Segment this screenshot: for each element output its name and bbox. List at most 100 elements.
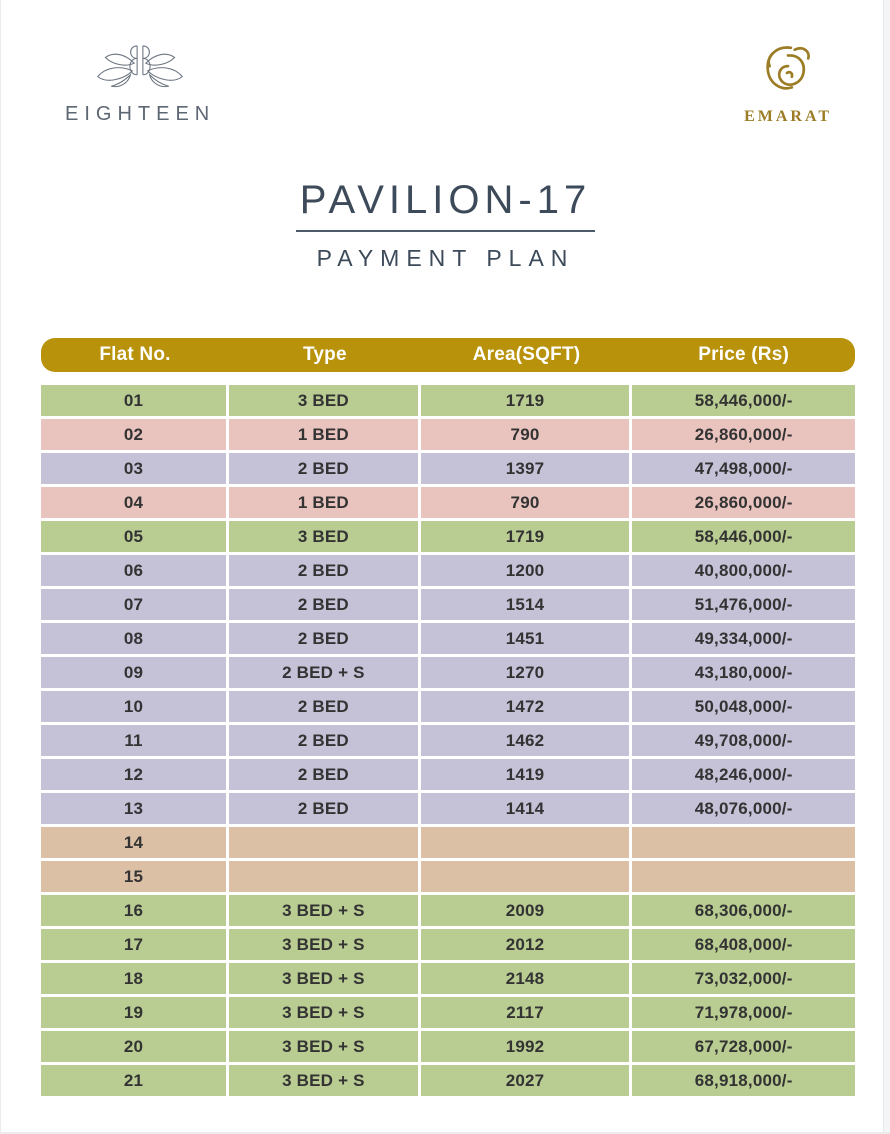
table-row: 07 2 BED 1514 51,476,000/- <box>41 589 855 620</box>
cell-flat-no: 20 <box>41 1031 230 1062</box>
cell-type <box>229 861 421 892</box>
eighteen-wordmark: EIGHTEEN <box>65 103 216 125</box>
table-row: 10 2 BED 1472 50,048,000/- <box>41 691 855 722</box>
cell-flat-no: 05 <box>41 521 230 552</box>
cell-price: 40,800,000/- <box>632 555 855 586</box>
cell-area: 790 <box>420 419 633 450</box>
cell-type: 2 BED + S <box>229 657 421 688</box>
cell-flat-no: 04 <box>41 487 230 518</box>
cell-type: 1 BED <box>229 419 421 450</box>
cell-type: 3 BED <box>229 521 421 552</box>
emarat-wordmark: EMARAT <box>744 108 832 125</box>
cell-price: 68,306,000/- <box>632 895 855 926</box>
emarat-logo: EMARAT <box>744 42 832 126</box>
payment-table: Flat No. Type Area(SQFT) Price (Rs) 01 3… <box>41 338 855 1096</box>
cell-area: 1514 <box>420 589 633 620</box>
table-row: 04 1 BED 790 26,860,000/- <box>41 487 855 518</box>
cell-price: 58,446,000/- <box>632 385 855 416</box>
table-row: 01 3 BED 1719 58,446,000/- <box>41 385 855 416</box>
cell-flat-no: 02 <box>41 419 230 450</box>
cell-area: 2148 <box>420 963 633 994</box>
table-row: 06 2 BED 1200 40,800,000/- <box>41 555 855 586</box>
table-row: 19 3 BED + S 2117 71,978,000/- <box>41 997 855 1028</box>
cell-price: 68,918,000/- <box>632 1065 855 1096</box>
cell-type: 3 BED + S <box>229 929 421 960</box>
cell-price: 49,708,000/- <box>632 725 855 756</box>
emarat-emblem-icon <box>759 42 817 103</box>
cell-type: 1 BED <box>229 487 421 518</box>
cell-type: 2 BED <box>229 759 421 790</box>
cell-type <box>229 827 421 858</box>
cell-type: 2 BED <box>229 555 421 586</box>
table-row: 05 3 BED 1719 58,446,000/- <box>41 521 855 552</box>
cell-price: 43,180,000/- <box>632 657 855 688</box>
cell-flat-no: 03 <box>41 453 230 484</box>
cell-type: 2 BED <box>229 453 421 484</box>
cell-flat-no: 08 <box>41 623 230 654</box>
cell-price: 71,978,000/- <box>632 997 855 1028</box>
cell-flat-no: 21 <box>41 1065 230 1096</box>
cell-price: 49,334,000/- <box>632 623 855 654</box>
cell-area: 2027 <box>420 1065 633 1096</box>
cell-price: 48,246,000/- <box>632 759 855 790</box>
column-header-type: Type <box>303 344 347 365</box>
cell-area: 1200 <box>420 555 633 586</box>
table-row: 13 2 BED 1414 48,076,000/- <box>41 793 855 824</box>
cell-flat-no: 19 <box>41 997 230 1028</box>
cell-area: 1414 <box>420 793 633 824</box>
cell-price: 51,476,000/- <box>632 589 855 620</box>
table-row: 20 3 BED + S 1992 67,728,000/- <box>41 1031 855 1062</box>
cell-price: 73,032,000/- <box>632 963 855 994</box>
cell-price: 67,728,000/- <box>632 1031 855 1062</box>
cell-price <box>632 861 855 892</box>
cell-area: 790 <box>420 487 633 518</box>
cell-type: 2 BED <box>229 623 421 654</box>
cell-price: 58,446,000/- <box>632 521 855 552</box>
cell-area: 1270 <box>420 657 633 688</box>
cell-flat-no: 17 <box>41 929 230 960</box>
cell-price: 48,076,000/- <box>632 793 855 824</box>
cell-area: 2117 <box>420 997 633 1028</box>
page-edge-bottom <box>1 1132 890 1134</box>
table-row: 17 3 BED + S 2012 68,408,000/- <box>41 929 855 960</box>
eighteen-emblem-icon <box>92 42 188 99</box>
table-row: 18 3 BED + S 2148 73,032,000/- <box>41 963 855 994</box>
cell-flat-no: 11 <box>41 725 230 756</box>
cell-flat-no: 16 <box>41 895 230 926</box>
cell-price: 47,498,000/- <box>632 453 855 484</box>
cell-flat-no: 10 <box>41 691 230 722</box>
column-header-flat-no: Flat No. <box>99 344 171 365</box>
column-header-area: Area(SQFT) <box>472 344 581 365</box>
cell-area: 1397 <box>420 453 633 484</box>
table-row: 15 <box>41 861 855 892</box>
table-row: 21 3 BED + S 2027 68,918,000/- <box>41 1065 855 1096</box>
cell-type: 3 BED + S <box>229 963 421 994</box>
cell-area: 1992 <box>420 1031 633 1062</box>
cell-area: 2009 <box>420 895 633 926</box>
cell-type: 3 BED + S <box>229 895 421 926</box>
cell-price: 26,860,000/- <box>632 419 855 450</box>
table-row: 16 3 BED + S 2009 68,306,000/- <box>41 895 855 926</box>
cell-flat-no: 14 <box>41 827 230 858</box>
cell-area <box>420 861 633 892</box>
cell-price <box>632 827 855 858</box>
cell-area: 1419 <box>420 759 633 790</box>
cell-type: 2 BED <box>229 725 421 756</box>
cell-type: 3 BED + S <box>229 1031 421 1062</box>
table-row: 09 2 BED + S 1270 43,180,000/- <box>41 657 855 688</box>
cell-flat-no: 15 <box>41 861 230 892</box>
table-row: 11 2 BED 1462 49,708,000/- <box>41 725 855 756</box>
table-body: 01 3 BED 1719 58,446,000/- 02 1 BED 790 … <box>41 385 855 1096</box>
cell-area: 1719 <box>420 521 633 552</box>
cell-type: 2 BED <box>229 793 421 824</box>
cell-flat-no: 07 <box>41 589 230 620</box>
cell-price: 68,408,000/- <box>632 929 855 960</box>
title-block: PAVILION-17 PAYMENT PLAN <box>1 178 890 272</box>
cell-area: 1462 <box>420 725 633 756</box>
cell-flat-no: 09 <box>41 657 230 688</box>
cell-area: 2012 <box>420 929 633 960</box>
cell-flat-no: 12 <box>41 759 230 790</box>
cell-area: 1472 <box>420 691 633 722</box>
cell-flat-no: 06 <box>41 555 230 586</box>
cell-area <box>420 827 633 858</box>
